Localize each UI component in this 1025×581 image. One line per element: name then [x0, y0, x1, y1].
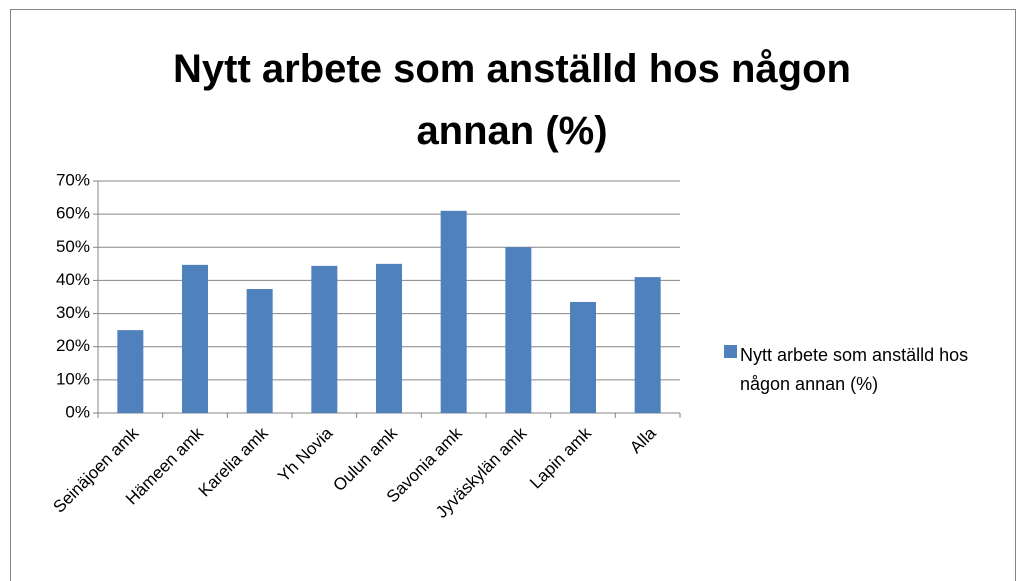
chart-title: Nytt arbete som anställd hos någon annan…	[173, 47, 851, 153]
y-tick-label: 0%	[65, 402, 90, 421]
x-tick-label: Yh Novia	[274, 423, 337, 486]
bar	[634, 277, 661, 413]
y-tick-label: 30%	[56, 303, 90, 322]
y-tick-label: 60%	[56, 204, 90, 223]
bar	[440, 210, 467, 413]
bar	[246, 289, 273, 413]
x-tick-label: Karelia amk	[195, 423, 272, 500]
x-tick-label: Alla	[626, 423, 660, 457]
y-tick-label: 70%	[56, 170, 90, 189]
legend-label: Nytt arbete som anställd hos någon annan…	[740, 345, 969, 394]
legend-swatch	[724, 345, 737, 358]
y-tick-label: 10%	[56, 369, 90, 388]
y-tick-label: 20%	[56, 336, 90, 355]
x-tick-label: Lapin amk	[526, 423, 595, 492]
y-tick-label: 50%	[56, 237, 90, 256]
y-tick-label: 40%	[56, 270, 90, 289]
bar	[311, 265, 338, 413]
bar	[182, 264, 208, 413]
bar	[376, 263, 402, 413]
bar	[570, 301, 596, 413]
bar	[117, 330, 144, 413]
chart-border	[10, 9, 1016, 581]
bar	[505, 247, 532, 413]
